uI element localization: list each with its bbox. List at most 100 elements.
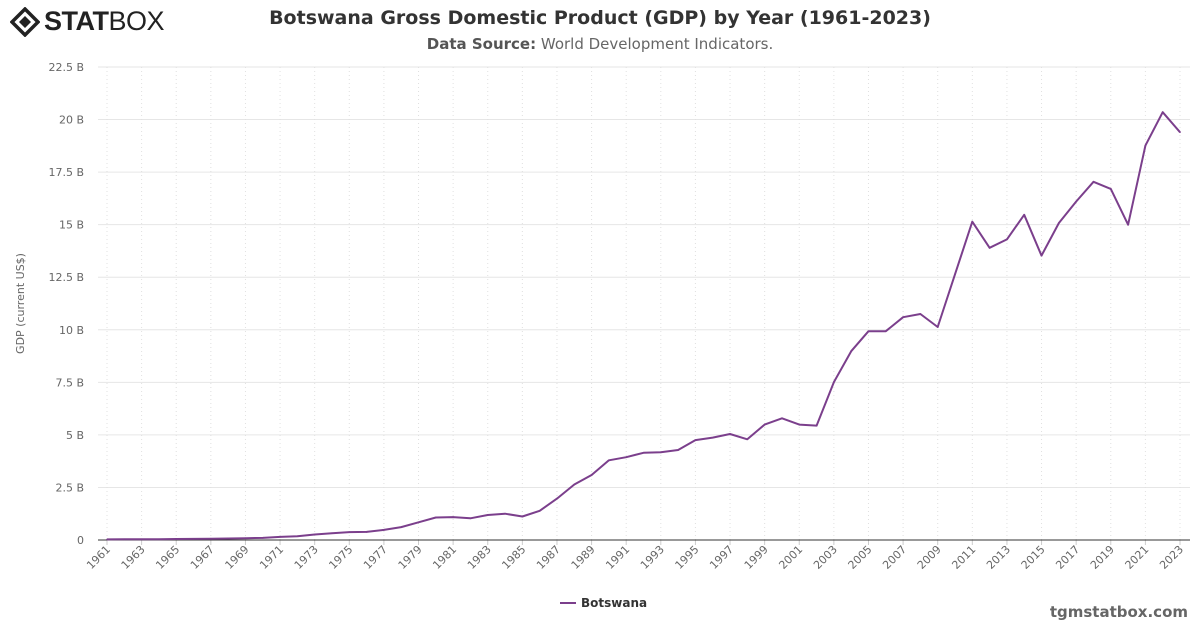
x-tick-label: 2001 [776, 543, 805, 572]
x-tick-label: 1977 [361, 543, 390, 572]
data-point [1023, 213, 1026, 216]
y-tick-label: 12.5 B [48, 271, 84, 284]
data-point [435, 516, 437, 519]
data-point [884, 330, 887, 333]
data-point [815, 424, 818, 427]
data-point [469, 517, 472, 520]
data-point [296, 535, 299, 537]
watermark: tgmstatbox.com [1049, 603, 1188, 621]
x-tick-label: 1999 [742, 543, 771, 572]
y-tick-label: 20 B [59, 114, 84, 127]
data-point [1161, 111, 1164, 113]
series-line-botswana [106, 111, 1181, 541]
data-point [279, 536, 281, 538]
x-tick-label: 2015 [1019, 543, 1048, 572]
data-point [365, 531, 368, 533]
data-point [694, 439, 697, 441]
data-point [521, 515, 524, 518]
data-point [781, 417, 783, 420]
data-point [608, 459, 610, 462]
x-tick-label: 2007 [880, 543, 909, 572]
y-axis-title: GDP (current US$) [14, 253, 27, 354]
data-point [988, 246, 991, 249]
x-tick-label: 1997 [707, 543, 736, 572]
data-point [210, 537, 212, 540]
data-point [556, 497, 558, 500]
data-point [746, 438, 749, 441]
data-point [642, 451, 645, 454]
data-point [971, 220, 974, 223]
x-tick-label: 1993 [638, 543, 667, 572]
data-point [798, 423, 801, 426]
x-tick-label: 1961 [84, 543, 113, 572]
x-tick-label: 1971 [257, 543, 286, 572]
data-point [729, 433, 731, 435]
data-point [175, 538, 178, 540]
data-point [867, 330, 870, 333]
data-point [400, 526, 403, 528]
data-point [452, 516, 454, 518]
data-point [1179, 131, 1181, 133]
y-tick-label: 0 [77, 534, 84, 547]
x-tick-label: 2023 [1157, 543, 1186, 572]
data-point [123, 538, 126, 541]
y-tick-label: 7.5 B [55, 376, 84, 389]
chart-title: Botswana Gross Domestic Product (GDP) by… [269, 7, 931, 29]
x-tick-label: 2013 [984, 543, 1013, 572]
x-tick-label: 1963 [119, 543, 148, 572]
data-point [711, 436, 714, 439]
x-tick-label: 2003 [811, 543, 840, 572]
data-point [261, 537, 264, 539]
x-tick-label: 2005 [846, 543, 875, 572]
data-point [1040, 254, 1043, 257]
logo-text: STATBOX [44, 6, 165, 36]
data-point [417, 521, 420, 524]
data-point [331, 532, 333, 534]
y-tick-label: 15 B [59, 219, 84, 232]
data-point [192, 538, 195, 540]
data-point [919, 313, 922, 315]
x-tick-label: 1965 [153, 543, 182, 572]
data-point [954, 273, 956, 276]
y-tick-label: 17.5 B [48, 166, 84, 179]
data-point [1109, 188, 1112, 190]
x-tick-label: 2009 [915, 543, 944, 572]
x-tick-label: 1973 [292, 543, 321, 572]
y-tick-label: 22.5 B [48, 61, 84, 74]
data-point [936, 326, 939, 328]
x-tick-label: 1975 [326, 543, 355, 572]
x-tick-label: 1979 [396, 543, 425, 572]
data-point [244, 537, 247, 539]
x-tick-label: 2019 [1088, 543, 1117, 572]
data-point [1092, 180, 1095, 183]
data-point [677, 449, 679, 451]
x-tick-label: 1969 [223, 543, 252, 572]
data-point [486, 514, 489, 516]
legend-item-label[interactable]: Botswana [581, 596, 647, 610]
data-point [383, 529, 385, 531]
x-tick-label: 2021 [1123, 543, 1152, 572]
x-tick-label: 1983 [465, 543, 494, 572]
x-tick-label: 1995 [673, 543, 702, 572]
data-point [158, 538, 160, 541]
y-tick-label: 5 B [66, 429, 84, 442]
x-tick-label: 1981 [430, 543, 459, 572]
data-point [902, 316, 904, 318]
data-point [348, 531, 351, 533]
data-point [1127, 223, 1129, 226]
x-tick-label: 1985 [499, 543, 528, 572]
data-point [573, 483, 576, 486]
data-point [504, 512, 506, 515]
x-tick-label: 1987 [534, 543, 563, 572]
data-point [538, 509, 541, 512]
diamond-logo-icon [10, 6, 40, 37]
data-point [1075, 200, 1077, 203]
data-point [625, 456, 627, 458]
chart-subtitle: Data Source: World Development Indicator… [426, 35, 774, 53]
data-point [763, 423, 766, 426]
data-point [833, 381, 835, 383]
x-tick-label: 1989 [569, 543, 598, 572]
statbox-logo: STATBOX [10, 6, 165, 37]
data-point [227, 537, 229, 540]
